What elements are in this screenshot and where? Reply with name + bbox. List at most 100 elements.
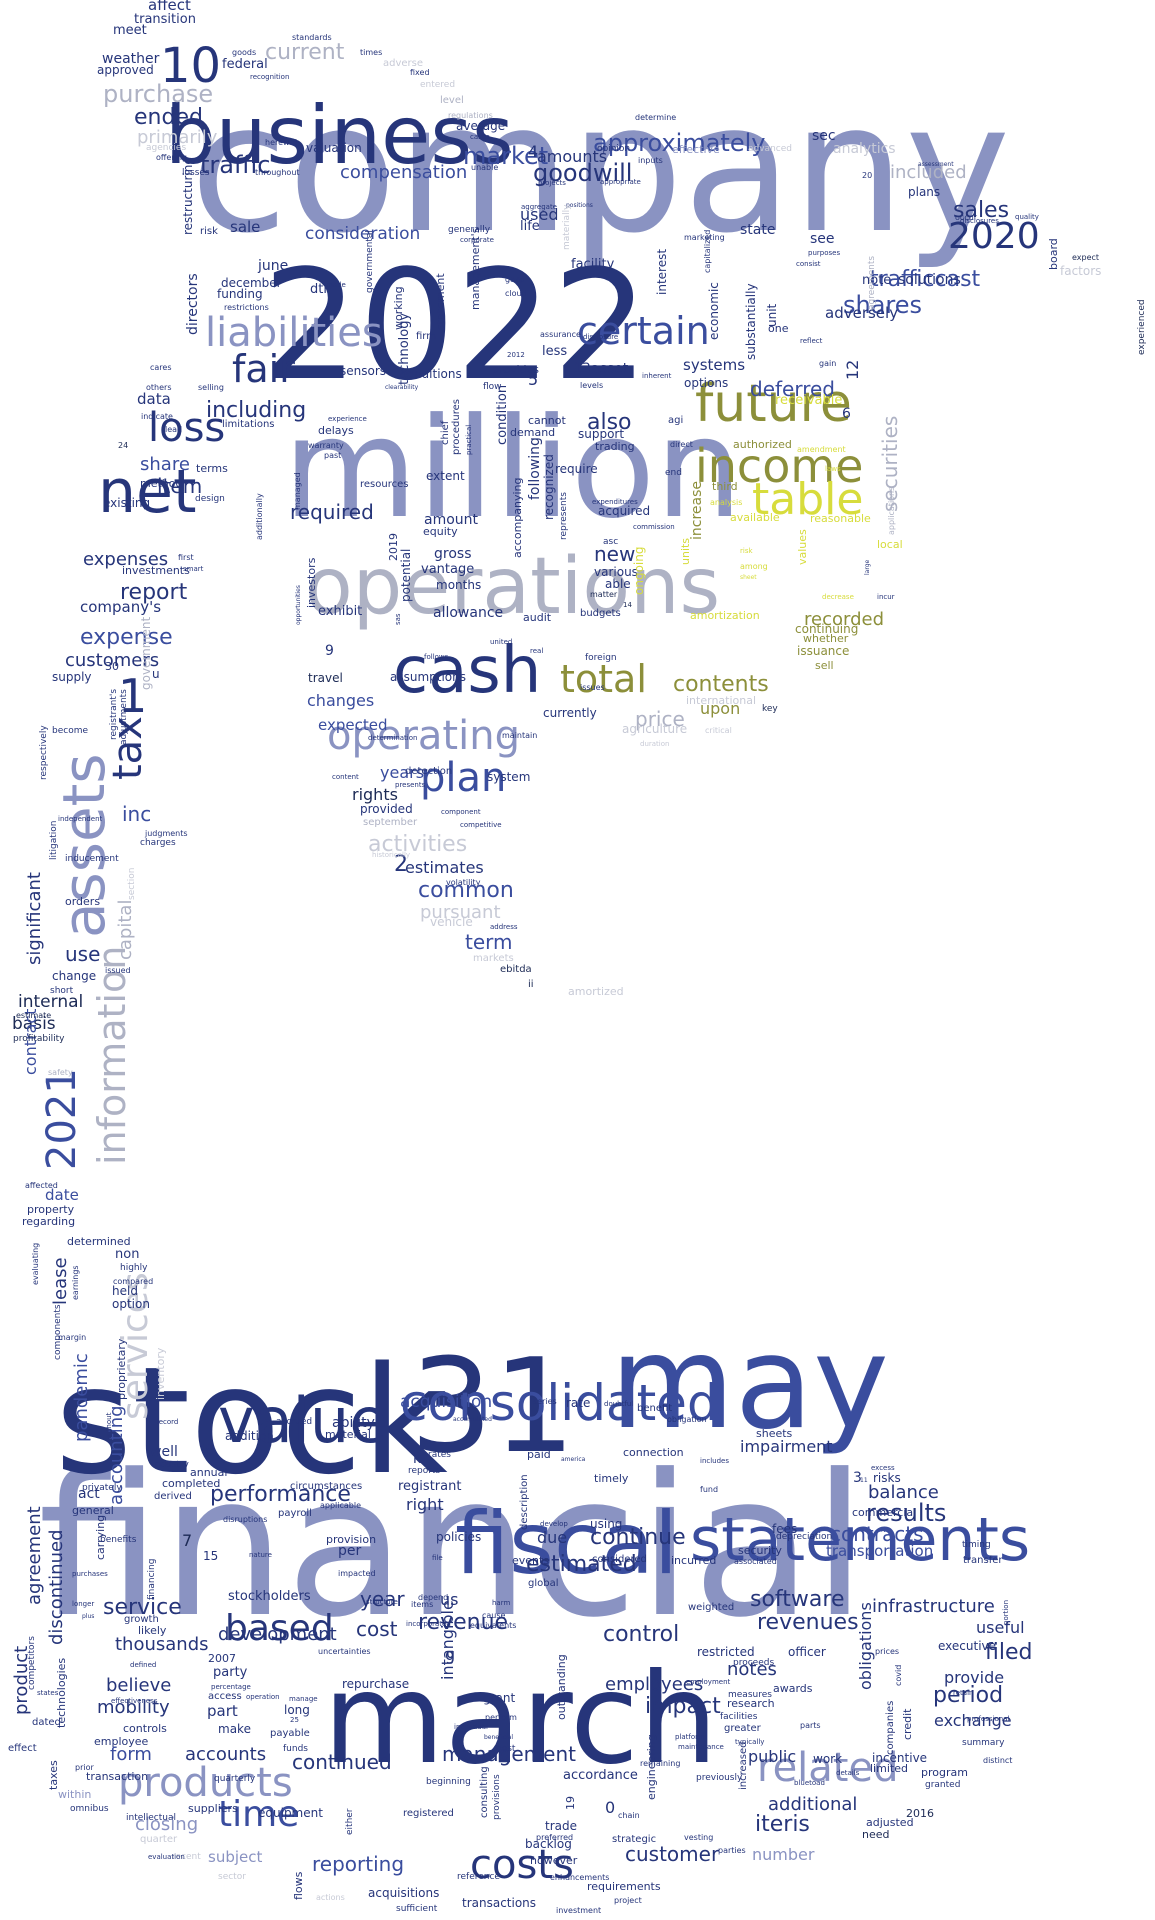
word-expected: expected bbox=[318, 716, 388, 734]
word-obligation: obligation bbox=[667, 1414, 707, 1424]
word-cases: cases bbox=[470, 133, 490, 142]
word-global: global bbox=[528, 1578, 559, 1589]
word-restricted: restricted bbox=[697, 1645, 755, 1660]
word-investments: investments bbox=[122, 564, 190, 578]
word-2022: 2022 bbox=[262, 237, 649, 415]
word-property: property bbox=[27, 1203, 75, 1217]
word-reporting: reporting bbox=[312, 1852, 405, 1876]
word-completed: completed bbox=[162, 1477, 221, 1491]
word-advanced: advanced bbox=[748, 143, 792, 154]
word-meet: meet bbox=[113, 22, 147, 38]
word-vehicle: vehicle bbox=[430, 915, 473, 930]
word-year: year bbox=[360, 1587, 405, 1611]
word-goodwill: goodwill bbox=[533, 158, 633, 187]
word-share: share bbox=[140, 453, 190, 475]
word-income: income bbox=[695, 439, 864, 494]
word-typically: typically bbox=[735, 1738, 765, 1747]
word-extent: extent bbox=[426, 469, 465, 484]
word-management: management bbox=[442, 1742, 576, 1766]
word-purchases: purchases bbox=[72, 1570, 108, 1579]
word-levels: levels bbox=[580, 380, 604, 390]
word-march: march bbox=[323, 1647, 718, 1792]
word-risks: risks bbox=[873, 1471, 901, 1486]
word-policies: policies bbox=[436, 1530, 482, 1545]
word-connection: connection bbox=[623, 1446, 684, 1460]
word-projects: projects bbox=[538, 179, 566, 188]
word-substantially: substantially bbox=[744, 283, 758, 360]
word-follows: follows bbox=[424, 653, 449, 662]
word-term: term bbox=[465, 930, 513, 954]
word-revenues: revenues bbox=[757, 1610, 859, 1636]
word-reflect: reflect bbox=[800, 337, 823, 346]
word-recorded: recorded bbox=[804, 608, 884, 630]
word-flow: flow bbox=[483, 381, 502, 392]
word-requirements: requirements bbox=[587, 1880, 661, 1894]
word-plus: plus bbox=[82, 1613, 95, 1621]
word-equivalents: equivalents bbox=[470, 1620, 517, 1630]
word-others: others bbox=[146, 382, 172, 392]
word-inputs: inputs bbox=[638, 155, 663, 165]
word-liabilities: liabilities bbox=[205, 310, 383, 356]
word-harm: harm bbox=[492, 1599, 511, 1608]
word-design: design bbox=[195, 493, 225, 504]
word-defined: defined bbox=[130, 1661, 157, 1670]
word-note: note bbox=[862, 272, 892, 288]
word-file: file bbox=[432, 1554, 443, 1563]
word-agi: agi bbox=[668, 415, 684, 426]
word-balance: balance bbox=[868, 1481, 939, 1503]
word-proprietary: proprietary bbox=[115, 1338, 128, 1400]
word-values: values bbox=[796, 529, 809, 565]
word-conditions: conditions bbox=[400, 367, 462, 382]
word-disclosure: disclosure bbox=[583, 333, 619, 342]
word-selling: selling bbox=[198, 382, 224, 392]
word-generally: generally bbox=[448, 224, 491, 235]
word-using: using bbox=[590, 1517, 623, 1532]
word-professional: professional bbox=[967, 1715, 1010, 1724]
word-supply: supply bbox=[52, 670, 92, 685]
word-adverse: adverse bbox=[383, 58, 424, 69]
word-delays: delays bbox=[318, 424, 354, 438]
word-increase: increase bbox=[689, 480, 705, 540]
word-3: 3 bbox=[853, 1469, 862, 1486]
word-proceeds: proceeds bbox=[733, 1657, 775, 1668]
word-limitations: limitations bbox=[222, 419, 275, 430]
word-basis: basis bbox=[12, 1014, 56, 1035]
word-directors: directors bbox=[185, 273, 201, 335]
word-transportation: transportation bbox=[826, 1542, 934, 1560]
word-receivable: receivable bbox=[775, 392, 843, 408]
word-flows: flows bbox=[292, 1871, 305, 1900]
word-become: become bbox=[52, 725, 89, 736]
word-party: party bbox=[213, 1664, 248, 1680]
word-related: related bbox=[757, 1745, 899, 1791]
word-real: real bbox=[530, 647, 544, 656]
word-content: content bbox=[332, 773, 359, 782]
word-control: control bbox=[603, 1622, 680, 1648]
word-provide: provide bbox=[944, 1668, 1005, 1688]
word-existing: existing bbox=[103, 496, 151, 511]
word-capitalized: capitalized bbox=[703, 229, 712, 273]
word-omnibus: omnibus bbox=[70, 1803, 109, 1814]
word-activities: activities bbox=[368, 832, 468, 858]
word-june: june bbox=[258, 257, 289, 274]
word-greater: greater bbox=[724, 1723, 761, 1734]
word-past: past bbox=[324, 450, 342, 460]
word-option: option bbox=[112, 1297, 150, 1312]
word-common: common bbox=[418, 878, 514, 904]
word-change: change bbox=[52, 969, 97, 984]
word-section: section bbox=[127, 867, 137, 900]
word-chief: chief bbox=[440, 420, 451, 445]
word-shares: shares bbox=[843, 290, 923, 319]
word-assumptions: assumptions bbox=[390, 670, 467, 685]
word-payable: payable bbox=[270, 1728, 310, 1739]
word-derived: derived bbox=[154, 1491, 192, 1502]
word-consideration: consideration bbox=[305, 224, 421, 245]
word-non: non bbox=[115, 1246, 140, 1262]
word-able: able bbox=[605, 577, 631, 592]
word-gain: gain bbox=[819, 358, 837, 368]
word-less: less bbox=[542, 343, 568, 359]
word-registrant: registrant bbox=[398, 1478, 462, 1494]
word-one: one bbox=[768, 322, 789, 336]
word-equipment: equipment bbox=[258, 1806, 323, 1821]
word-stockholders: stockholders bbox=[228, 1588, 311, 1604]
word-plans: plans bbox=[908, 185, 941, 200]
